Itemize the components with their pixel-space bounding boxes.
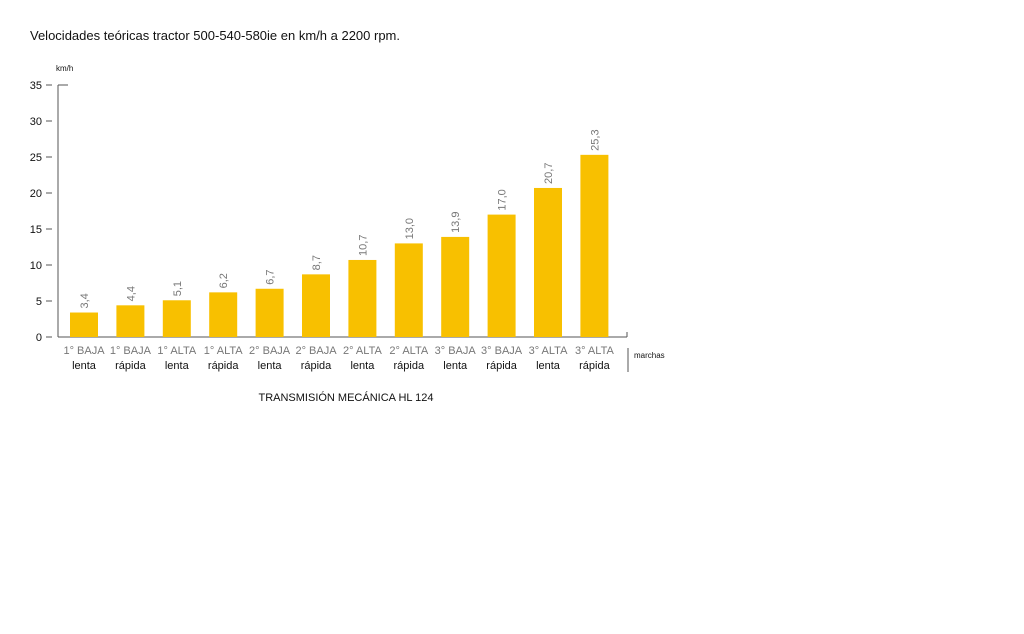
y-axis-label: km/h bbox=[56, 64, 73, 73]
category-label-top: 1° ALTA bbox=[157, 345, 197, 357]
value-label: 4,4 bbox=[125, 286, 137, 301]
category-label-bottom: rápida bbox=[394, 360, 425, 372]
bar bbox=[441, 236, 470, 337]
value-label: 3,4 bbox=[79, 293, 91, 308]
category-label-top: 3° BAJA bbox=[435, 345, 477, 357]
y-axis-ticks: 0 5 10 15 20 25 30 35 bbox=[30, 80, 52, 344]
value-label: 6,7 bbox=[265, 269, 277, 284]
bar bbox=[209, 292, 238, 337]
value-label: 8,7 bbox=[311, 255, 323, 270]
value-label: 25,3 bbox=[589, 129, 601, 150]
value-label: 13,0 bbox=[404, 218, 416, 239]
y-tick-label: 35 bbox=[30, 80, 42, 92]
bar bbox=[162, 300, 191, 337]
category-label-bottom: rápida bbox=[579, 360, 610, 372]
bar bbox=[534, 187, 562, 337]
category-label-top: 2° BAJA bbox=[249, 345, 291, 357]
category-label-bottom: lenta bbox=[165, 360, 190, 372]
category-label-bottom: lenta bbox=[258, 360, 283, 372]
category-label-bottom: rápida bbox=[208, 360, 239, 372]
category-label-bottom: lenta bbox=[350, 360, 375, 372]
category-label-top: 2° ALTA bbox=[343, 345, 383, 357]
bar bbox=[348, 259, 377, 337]
category-label-bottom: lenta bbox=[443, 360, 468, 372]
category-label-top: 3° BAJA bbox=[481, 345, 523, 357]
category-label-bottom: rápida bbox=[301, 360, 332, 372]
x-axis-label: marchas bbox=[634, 351, 665, 360]
bar bbox=[255, 288, 284, 337]
chart-title: Velocidades teóricas tractor 500-540-580… bbox=[30, 28, 400, 43]
bar bbox=[580, 154, 609, 337]
y-tick-label: 5 bbox=[36, 296, 42, 308]
bar bbox=[302, 274, 330, 337]
category-label-top: 3° ALTA bbox=[575, 345, 615, 357]
category-label-top: 1° BAJA bbox=[110, 345, 152, 357]
y-tick-label: 25 bbox=[30, 152, 42, 164]
value-label: 20,7 bbox=[543, 163, 555, 184]
category-labels: 1° BAJA lenta 1° BAJA rápida 1° ALTA lenta 1° … bbox=[63, 345, 614, 372]
y-tick-label: 30 bbox=[30, 116, 42, 128]
category-label-top: 1° BAJA bbox=[63, 345, 105, 357]
y-tick-label: 10 bbox=[30, 260, 42, 272]
category-label-bottom: lenta bbox=[72, 360, 97, 372]
value-labels: 3,4 4,4 5,1 6,2 6,7 8,7 10,7 13,0 13,9 17,0 20,7 25… bbox=[79, 129, 601, 308]
y-tick-label: 20 bbox=[30, 188, 42, 200]
bar bbox=[487, 214, 516, 337]
value-label: 10,7 bbox=[357, 235, 369, 256]
bar bbox=[116, 305, 145, 337]
category-label-bottom: rápida bbox=[115, 360, 146, 372]
value-label: 6,2 bbox=[218, 273, 230, 288]
category-label-top: 3° ALTA bbox=[529, 345, 569, 357]
bar bbox=[70, 312, 98, 337]
value-label: 5,1 bbox=[172, 281, 184, 296]
y-tick-label: 0 bbox=[36, 332, 42, 344]
chart-axes bbox=[57, 84, 629, 372]
y-tick-label: 15 bbox=[30, 224, 42, 236]
category-label-bottom: rápida bbox=[486, 360, 517, 372]
category-label-top: 2° BAJA bbox=[295, 345, 337, 357]
value-label: 13,9 bbox=[450, 211, 462, 232]
bars bbox=[70, 154, 609, 337]
chart-caption: TRANSMISIÓN MECÁNICA HL 124 bbox=[258, 391, 433, 404]
category-label-bottom: lenta bbox=[536, 360, 561, 372]
category-label-top: 1° ALTA bbox=[204, 345, 244, 357]
category-label-top: 2° ALTA bbox=[389, 345, 429, 357]
value-label: 17,0 bbox=[497, 189, 509, 210]
bar bbox=[394, 243, 423, 337]
